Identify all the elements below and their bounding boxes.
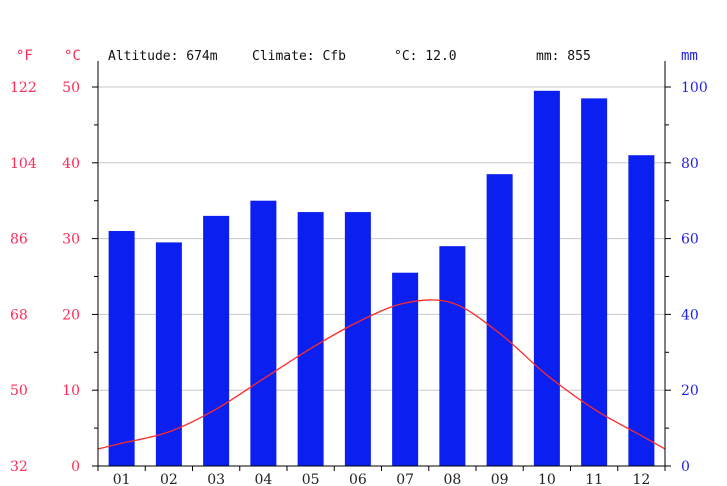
precip-bar: [297, 212, 324, 466]
annual-precip-label: mm: 855: [536, 49, 591, 64]
precip-bar: [533, 90, 560, 466]
gridlines: [98, 86, 665, 391]
precip-tick-label: 20: [681, 383, 699, 399]
precip-tick-label: 0: [681, 459, 690, 475]
mm-unit-label: mm: [681, 48, 698, 64]
celsius-tick-label: 20: [62, 307, 80, 323]
precip-bar: [250, 200, 277, 466]
precip-bar: [439, 246, 466, 466]
temperature-curve: [97, 299, 666, 450]
precip-tick-label: 100: [681, 80, 708, 96]
precip-tick-label: 60: [681, 232, 699, 248]
mean-temp-label: °C: 12.0: [394, 49, 457, 64]
fahrenheit-tick-label: 86: [10, 232, 28, 248]
month-label: 10: [538, 472, 556, 486]
month-label: 06: [349, 472, 367, 486]
month-label: 05: [302, 472, 320, 486]
celsius-tick-label: 10: [62, 383, 80, 399]
precip-bar: [581, 98, 608, 467]
month-label: 07: [396, 472, 414, 486]
month-label: 12: [632, 472, 650, 486]
fahrenheit-tick-label: 68: [10, 307, 28, 323]
month-label: 08: [443, 472, 461, 486]
fahrenheit-tick-label: 32: [10, 459, 28, 475]
month-label: 09: [491, 472, 509, 486]
precipitation-bars: [108, 90, 655, 467]
precip-bar: [628, 155, 655, 466]
fahrenheit-tick-label: 50: [10, 383, 28, 399]
temperature-line: [97, 299, 666, 450]
celsius-unit-label: °C: [64, 48, 81, 64]
fahrenheit-unit-label: °F: [16, 48, 33, 64]
precip-bar: [203, 215, 230, 466]
celsius-tick-label: 50: [62, 80, 80, 96]
precip-tick-label: 80: [681, 156, 699, 172]
month-label: 01: [113, 472, 131, 486]
tick-labels: 122 50 100 104 40 80 86 30 60 68 20 40 50 10 20 32 0 0 01 0…: [10, 80, 708, 486]
fahrenheit-tick-label: 104: [10, 156, 37, 172]
precip-bar: [486, 174, 513, 467]
celsius-tick-label: 0: [71, 459, 80, 475]
month-label: 04: [254, 472, 272, 486]
climate-label: Climate: Cfb: [252, 49, 346, 64]
month-label: 11: [585, 472, 603, 486]
axes: [92, 61, 671, 471]
precip-tick-label: 40: [681, 307, 699, 323]
celsius-tick-label: 40: [62, 156, 80, 172]
month-label: 02: [160, 472, 178, 486]
precip-bar: [108, 231, 135, 466]
altitude-label: Altitude: 674m: [108, 49, 218, 64]
fahrenheit-tick-label: 122: [10, 80, 37, 96]
celsius-tick-label: 30: [62, 232, 80, 248]
precip-bar: [344, 212, 371, 466]
month-label: 03: [207, 472, 225, 486]
